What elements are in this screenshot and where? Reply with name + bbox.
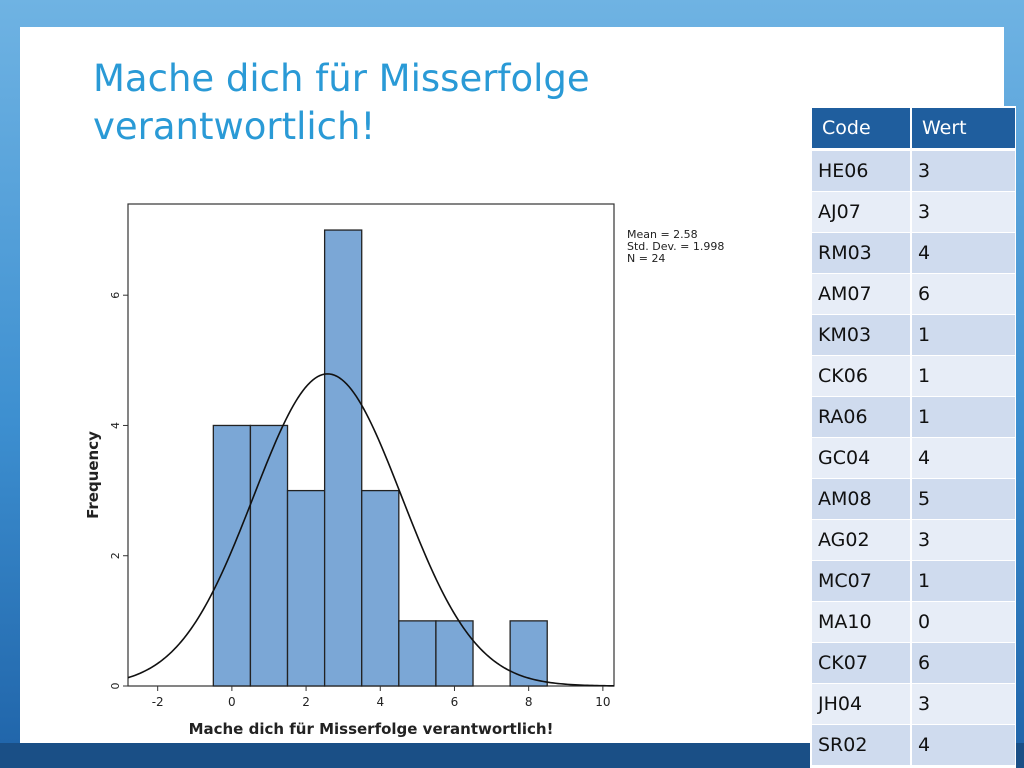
normal-curve [127,373,615,687]
table-row: AJ07 3 [812,192,1015,233]
cell-wert: 4 [912,438,1015,479]
histogram-bar [509,620,548,687]
cell-code: SR02 [812,725,912,766]
cell-code: RM03 [812,233,912,274]
cell-wert: 3 [912,192,1015,233]
table-row: GC04 4 [812,438,1015,479]
stats-box: Mean = 2.58 Std. Dev. = 1.998 N = 24 [627,229,724,265]
table-row: MC07 1 [812,561,1015,602]
cell-wert: 0 [912,602,1015,643]
cell-code: GC04 [812,438,912,479]
x-tick-label: 10 [595,695,610,709]
cell-wert: 4 [912,725,1015,766]
x-tick-label: 2 [302,695,310,709]
table-row: AG02 3 [812,520,1015,561]
cell-code: AJ07 [812,192,912,233]
cell-wert: 3 [912,684,1015,725]
histogram-bar [435,620,474,687]
histogram-bar [212,424,252,687]
y-tick-label: 2 [109,552,122,559]
table-row: KM03 1 [812,315,1015,356]
table-row: MA10 0 [812,602,1015,643]
y-tick-label: 4 [109,422,122,429]
table-row: SR02 4 [812,725,1015,766]
x-tick-label: 8 [525,695,533,709]
cell-code: CK07 [812,643,912,684]
cell-wert: 1 [912,356,1015,397]
histogram-bar [398,620,437,687]
x-tick-label: 0 [228,695,236,709]
table-row: JH04 3 [812,684,1015,725]
table-row: AM07 6 [812,274,1015,315]
cell-wert: 1 [912,397,1015,438]
cell-code: AG02 [812,520,912,561]
histogram-bar [361,489,400,687]
histogram-bar [323,229,363,687]
cell-code: MA10 [812,602,912,643]
cell-code: RA06 [812,397,912,438]
cell-code: JH04 [812,684,912,725]
x-tick-label: 6 [451,695,459,709]
header-code: Code [812,108,912,151]
cell-code: KM03 [812,315,912,356]
y-axis-label: Frequency [84,431,102,519]
title-line-1: Mache dich für Misserfolge [93,57,590,100]
stats-std: Std. Dev. = 1.998 [627,240,725,253]
cell-wert: 3 [912,520,1015,561]
cell-wert: 1 [912,315,1015,356]
cell-code: AM08 [812,479,912,520]
cell-wert: 6 [912,643,1015,684]
stats-n: N = 24 [627,252,666,265]
histogram-bar [286,489,326,687]
stats-mean: Mean = 2.58 [627,228,698,241]
cell-wert: 3 [912,151,1015,192]
table-row: CK07 6 [812,643,1015,684]
cell-code: CK06 [812,356,912,397]
chart-panel: -2 0 2 4 6 8 10 0 2 4 6 Mache dich für Misserfolge … [84,186,750,742]
x-tick-label: -2 [152,695,164,709]
x-axis-label: Mache dich für Misserfolge verantwortlic… [189,720,554,738]
x-tick-label: 4 [376,695,384,709]
table-row: CK06 1 [812,356,1015,397]
histogram-chart: -2 0 2 4 6 8 10 0 2 4 6 Mache dich für Misserfolge … [84,203,615,738]
table-row: HE06 3 [812,151,1015,192]
table-row: AM08 5 [812,479,1015,520]
cell-code: MC07 [812,561,912,602]
table-row: RM03 4 [812,233,1015,274]
cell-wert: 4 [912,233,1015,274]
cell-code: AM07 [812,274,912,315]
slide-title: Mache dich für Misserfolge verantwortlic… [93,55,713,151]
cell-wert: 5 [912,479,1015,520]
table-row: RA06 1 [812,397,1015,438]
table-header-row: Code Wert [812,108,1015,151]
y-tick-label: 6 [109,292,122,299]
title-line-2: verantwortlich! [93,105,376,148]
cell-wert: 6 [912,274,1015,315]
histogram-bar [249,424,289,687]
header-wert: Wert [912,108,1015,151]
code-value-table: Code Wert HE06 3 AJ07 3 RM03 4 AM07 6 KM03 1 CK06 1… [812,108,1015,766]
cell-code: HE06 [812,151,912,192]
y-tick-label: 0 [109,683,122,690]
cell-wert: 1 [912,561,1015,602]
